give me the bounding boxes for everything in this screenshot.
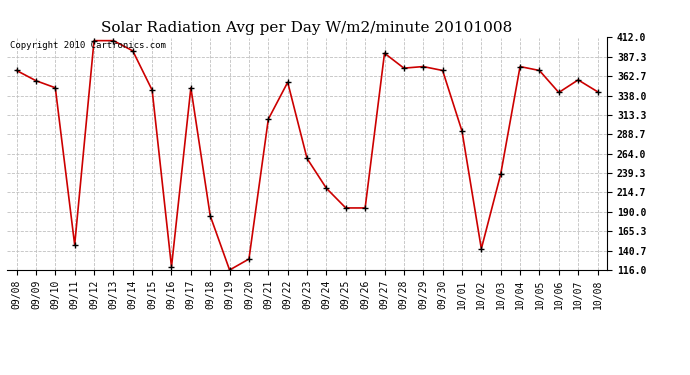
Text: Copyright 2010 Cartronics.com: Copyright 2010 Cartronics.com (10, 41, 166, 50)
Title: Solar Radiation Avg per Day W/m2/minute 20101008: Solar Radiation Avg per Day W/m2/minute … (101, 21, 513, 35)
